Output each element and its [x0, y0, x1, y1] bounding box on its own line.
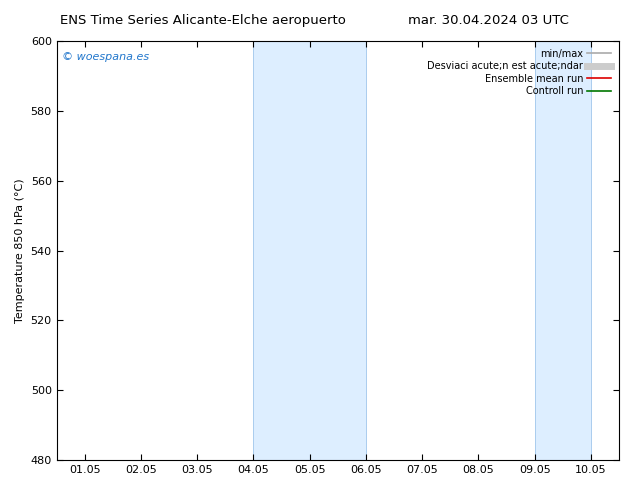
Bar [254, 41, 366, 460]
Text: ENS Time Series Alicante-Elche aeropuerto: ENS Time Series Alicante-Elche aeropuert… [60, 14, 346, 27]
Bar [534, 41, 591, 460]
Text: © woespana.es: © woespana.es [62, 51, 150, 62]
Y-axis label: Temperature 850 hPa (°C): Temperature 850 hPa (°C) [15, 178, 25, 323]
Legend: min/max, Desviaci acute;n est acute;ndar, Ensemble mean run, Controll run: min/max, Desviaci acute;n est acute;ndar… [424, 46, 614, 99]
Text: mar. 30.04.2024 03 UTC: mar. 30.04.2024 03 UTC [408, 14, 569, 27]
